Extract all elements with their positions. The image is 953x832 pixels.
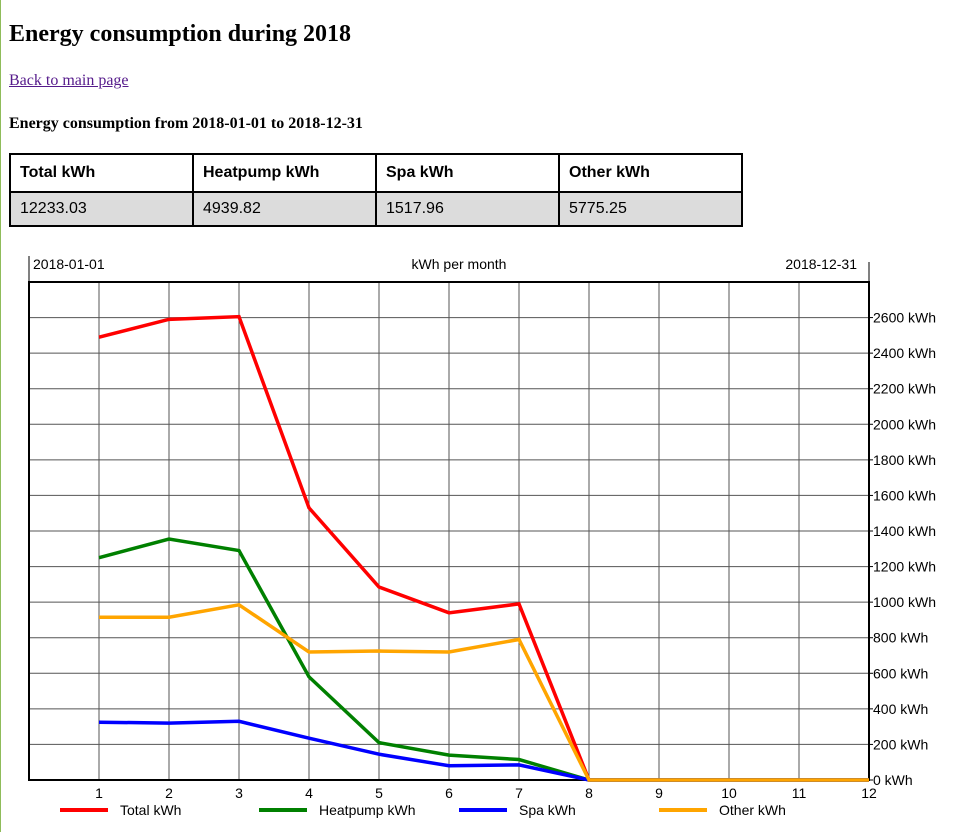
legend-label-3: Other kWh (719, 802, 786, 818)
x-tick-label: 11 (792, 785, 807, 801)
x-tick-label: 7 (515, 785, 523, 801)
x-tick-label: 9 (655, 785, 663, 801)
summary-header-other: Other kWh (558, 153, 743, 193)
summary-header-heatpump: Heatpump kWh (192, 153, 377, 193)
series-line-1 (98, 537, 869, 782)
y-tick-label: 1000 kWh (873, 594, 936, 610)
summary-table: Total kWh Heatpump kWh Spa kWh Other kWh… (9, 153, 743, 227)
y-tick-label: 1200 kWh (873, 559, 936, 575)
series-line-3 (99, 602, 869, 782)
y-tick-label: 600 kWh (873, 665, 928, 681)
page-title: Energy consumption during 2018 (9, 21, 352, 47)
legend-label-1: Heatpump kWh (319, 802, 415, 818)
summary-header-total: Total kWh (9, 153, 194, 193)
plot-frame (28, 281, 870, 781)
summary-value-spa: 1517.96 (375, 191, 560, 227)
chart-start-date-label: 2018-01-01 (33, 256, 105, 272)
y-tick-label: 1400 kWh (873, 523, 936, 539)
legend-label-2: Spa kWh (519, 802, 576, 818)
y-tick-label: 2000 kWh (873, 416, 936, 432)
x-tick-label: 12 (861, 785, 877, 801)
chart-end-date-label: 2018-12-31 (785, 256, 857, 272)
y-tick-label: 1600 kWh (873, 487, 936, 503)
summary-value-heatpump: 4939.82 (192, 191, 377, 227)
summary-value-row: 12233.03 4939.82 1517.96 5775.25 (9, 191, 743, 227)
back-to-main-link[interactable]: Back to main page (9, 72, 129, 89)
energy-line-chart: 2018-01-01 kWh per month 2018-12-31 0 kWh 20… (28, 256, 936, 818)
x-tick-label: 2 (165, 785, 173, 801)
summary-value-other: 5775.25 (558, 191, 743, 227)
summary-header-spa: Spa kWh (375, 153, 560, 193)
legend-label-0: Total kWh (120, 802, 181, 818)
y-tick-label: 0 kWh (873, 772, 913, 788)
x-tick-label: 8 (585, 785, 593, 801)
y-tick-label: 400 kWh (873, 701, 928, 717)
y-tick-label: 1800 kWh (873, 452, 936, 468)
x-tick-label: 1 (95, 785, 103, 801)
x-tick-label: 4 (305, 785, 313, 801)
page-left-border (0, 0, 1, 832)
summary-header-row: Total kWh Heatpump kWh Spa kWh Other kWh (9, 153, 743, 193)
x-tick-label: 5 (375, 785, 383, 801)
y-tick-label: 2600 kWh (873, 310, 936, 326)
y-tick-label: 200 kWh (873, 736, 928, 752)
series-line-0 (98, 314, 869, 782)
series-line-2 (98, 719, 869, 782)
summary-value-total: 12233.03 (9, 191, 194, 227)
x-tick-label: 6 (445, 785, 453, 801)
date-range-heading: Energy consumption from 2018-01-01 to 20… (9, 115, 363, 132)
y-tick-label: 2200 kWh (873, 381, 936, 397)
y-tick-label: 2400 kWh (873, 345, 936, 361)
x-tick-label: 10 (721, 785, 737, 801)
chart-title: kWh per month (412, 256, 507, 272)
y-tick-label: 800 kWh (873, 630, 928, 646)
x-tick-label: 3 (235, 785, 243, 801)
